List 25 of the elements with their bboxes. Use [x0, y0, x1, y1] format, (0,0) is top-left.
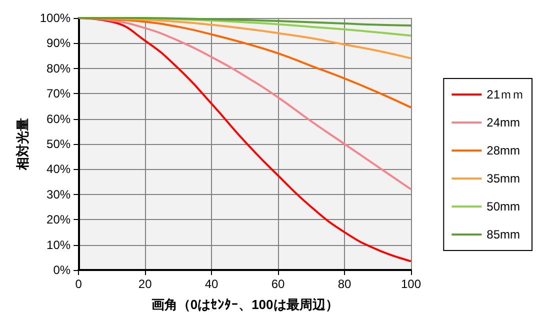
y-axis-title: 相対光量	[15, 118, 30, 171]
y-tick-label: 90%	[46, 36, 71, 50]
y-tick-label: 40%	[46, 162, 71, 176]
y-tick-label: 10%	[46, 238, 71, 252]
legend-label: 85mm	[486, 228, 520, 242]
x-axis-title: 画角（0はｾﾝﾀｰ、100は最周辺）	[151, 297, 338, 312]
legend-label: 24mm	[486, 116, 520, 130]
x-tick-label: 100	[400, 277, 422, 291]
y-tick-label: 100%	[40, 11, 71, 25]
y-tick-label: 80%	[46, 61, 71, 76]
y-tick-label: 30%	[46, 187, 71, 202]
legend-label: 35mm	[486, 172, 520, 186]
x-tick-label: 40	[204, 277, 219, 291]
legend-label: 50mm	[486, 200, 520, 214]
y-tick-label: 20%	[46, 212, 71, 227]
y-tick-label: 70%	[46, 86, 71, 101]
x-tick-label: 20	[138, 277, 152, 291]
y-tick-label: 60%	[46, 112, 71, 126]
x-tick-label: 60	[271, 277, 286, 291]
y-tick-label: 50%	[46, 137, 71, 151]
x-tick-label: 80	[338, 277, 352, 291]
legend-label: 28mm	[486, 144, 520, 158]
legend-label: 21ｍｍ	[486, 88, 524, 102]
x-tick-label: 0	[75, 277, 82, 291]
y-tick-label: 0%	[53, 263, 71, 277]
